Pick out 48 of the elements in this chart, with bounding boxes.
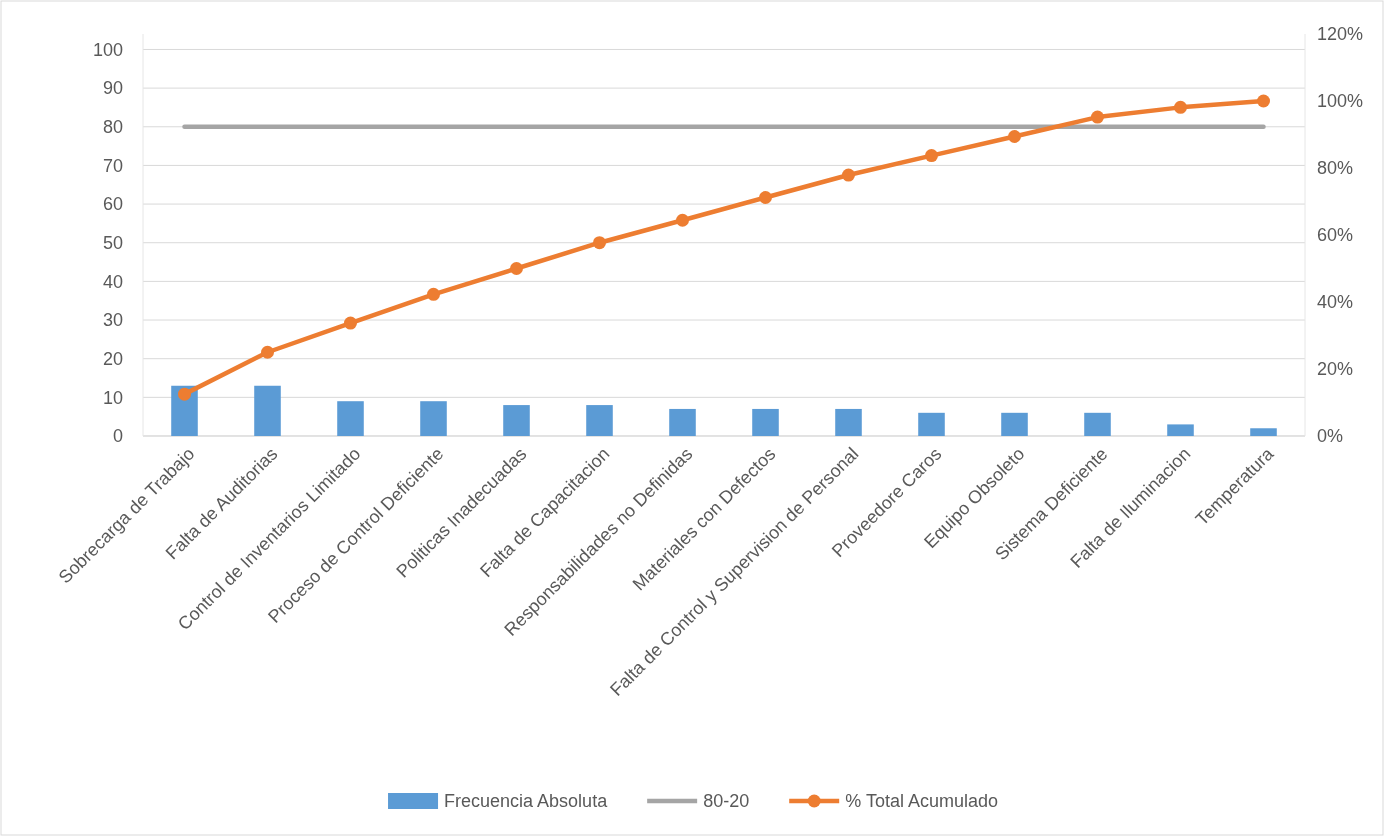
point (925, 149, 938, 163)
bar (835, 408, 862, 436)
bar (1250, 428, 1277, 436)
y-tick-label: 80 (102, 117, 123, 138)
point (1091, 110, 1104, 124)
point (759, 190, 772, 204)
legend-label: Frecuencia Absoluta (444, 791, 609, 811)
point (593, 236, 606, 250)
bar (254, 385, 281, 436)
point (510, 262, 523, 275)
bar (1001, 412, 1028, 436)
y2-tick-label: 20% (1317, 359, 1354, 380)
y-tick-label: 70 (102, 155, 123, 176)
bar (1084, 412, 1111, 436)
point (842, 168, 855, 182)
y-tick-label: 10 (102, 387, 123, 408)
point (261, 345, 274, 359)
y-tick-label: 0 (112, 426, 123, 447)
point (1174, 100, 1187, 114)
point (676, 213, 689, 227)
y-tick-label: 60 (102, 194, 123, 215)
y-tick-label: 50 (102, 232, 123, 253)
y-tick-label: 30 (102, 310, 123, 331)
y2-tick-label: 40% (1317, 292, 1354, 313)
bar (337, 401, 364, 436)
y-tick-label: 100 (92, 39, 123, 60)
point (344, 316, 357, 330)
y-tick-label: 20 (102, 348, 123, 369)
point (178, 387, 191, 401)
point (427, 287, 440, 301)
point (1008, 130, 1021, 144)
bar (1167, 424, 1194, 436)
y2-tick-label: 80% (1317, 158, 1354, 179)
y2-tick-label: 100% (1317, 91, 1364, 112)
y-tick-label: 90 (102, 78, 123, 99)
bar (669, 408, 696, 436)
y-tick-label: 40 (102, 271, 123, 292)
y2-tick-label: 0% (1317, 426, 1344, 447)
y2-tick-label: 120% (1317, 24, 1364, 45)
legend-label: 80-20 (703, 791, 750, 811)
bar (586, 405, 613, 436)
bar (752, 408, 779, 436)
y2-tick-label: 60% (1317, 225, 1354, 246)
point (1257, 94, 1270, 108)
bar (503, 405, 530, 436)
legend-label: % Total Acumulado (845, 791, 998, 811)
bar (420, 401, 447, 436)
bar (918, 412, 945, 436)
